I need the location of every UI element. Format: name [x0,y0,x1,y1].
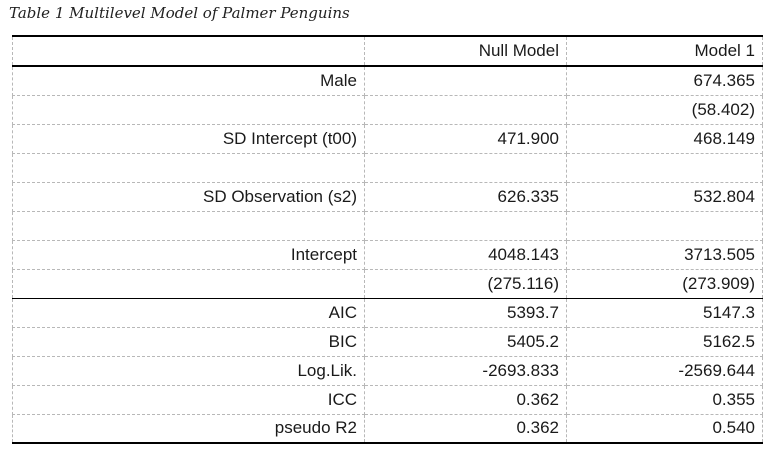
table-row: Male 674.365 [12,66,763,96]
table-row: (58.402) [12,95,763,125]
row-label [12,95,365,125]
null-model-cell: 5393.7 [364,297,567,328]
null-model-cell [364,153,567,183]
model-1-cell: -2569.644 [566,356,763,386]
model-1-cell: (273.909) [566,269,763,299]
row-label: Intercept [12,240,365,270]
row-label: ICC [12,385,365,415]
model-1-cell: 674.365 [566,66,763,96]
row-label: BIC [12,327,365,357]
table-row: Intercept 4048.143 3713.505 [12,240,763,270]
model-1-cell: 468.149 [566,124,763,154]
table-row: SD Observation (s2) 626.335 532.804 [12,182,763,212]
row-label [12,269,365,299]
model-1-cell: 532.804 [566,182,763,212]
model-1-cell [566,211,763,241]
table-row: AIC 5393.7 5147.3 [12,297,763,328]
table-row: (275.116) (273.909) [12,269,763,299]
row-label: AIC [12,297,365,328]
row-label: Male [12,66,365,96]
null-model-cell: (275.116) [364,269,567,299]
row-label: SD Intercept (t00) [12,124,365,154]
header-cell-null-model: Null Model [364,35,567,67]
model-1-cell: 3713.505 [566,240,763,270]
null-model-cell: -2693.833 [364,356,567,386]
null-model-cell: 5405.2 [364,327,567,357]
table-row: Log.Lik. -2693.833 -2569.644 [12,356,763,386]
row-label [12,153,365,183]
table-row: pseudo R2 0.362 0.540 [12,414,763,444]
row-label: pseudo R2 [12,414,365,444]
row-label: SD Observation (s2) [12,182,365,212]
null-model-cell: 0.362 [364,414,567,444]
table-row: SD Intercept (t00) 471.900 468.149 [12,124,763,154]
null-model-cell [364,66,567,96]
null-model-cell: 471.900 [364,124,567,154]
model-1-cell: 5162.5 [566,327,763,357]
model-1-cell: 5147.3 [566,297,763,328]
header-cell-model-1: Model 1 [566,35,763,67]
table-caption: Table 1 Multilevel Model of Palmer Pengu… [9,4,350,22]
table-header-row: Null Model Model 1 [12,35,763,67]
model-1-cell [566,153,763,183]
null-model-cell: 0.362 [364,385,567,415]
null-model-cell [364,95,567,125]
table-row: BIC 5405.2 5162.5 [12,327,763,357]
table-row [12,153,763,183]
row-label [12,211,365,241]
row-label: Log.Lik. [12,356,365,386]
model-1-cell: 0.540 [566,414,763,444]
header-cell-label [12,35,365,67]
results-table: Null Model Model 1 Male 674.365 (58.402)… [12,35,763,444]
table-row: ICC 0.362 0.355 [12,385,763,415]
null-model-cell [364,211,567,241]
model-1-cell: 0.355 [566,385,763,415]
null-model-cell: 626.335 [364,182,567,212]
table-row [12,211,763,241]
model-1-cell: (58.402) [566,95,763,125]
null-model-cell: 4048.143 [364,240,567,270]
